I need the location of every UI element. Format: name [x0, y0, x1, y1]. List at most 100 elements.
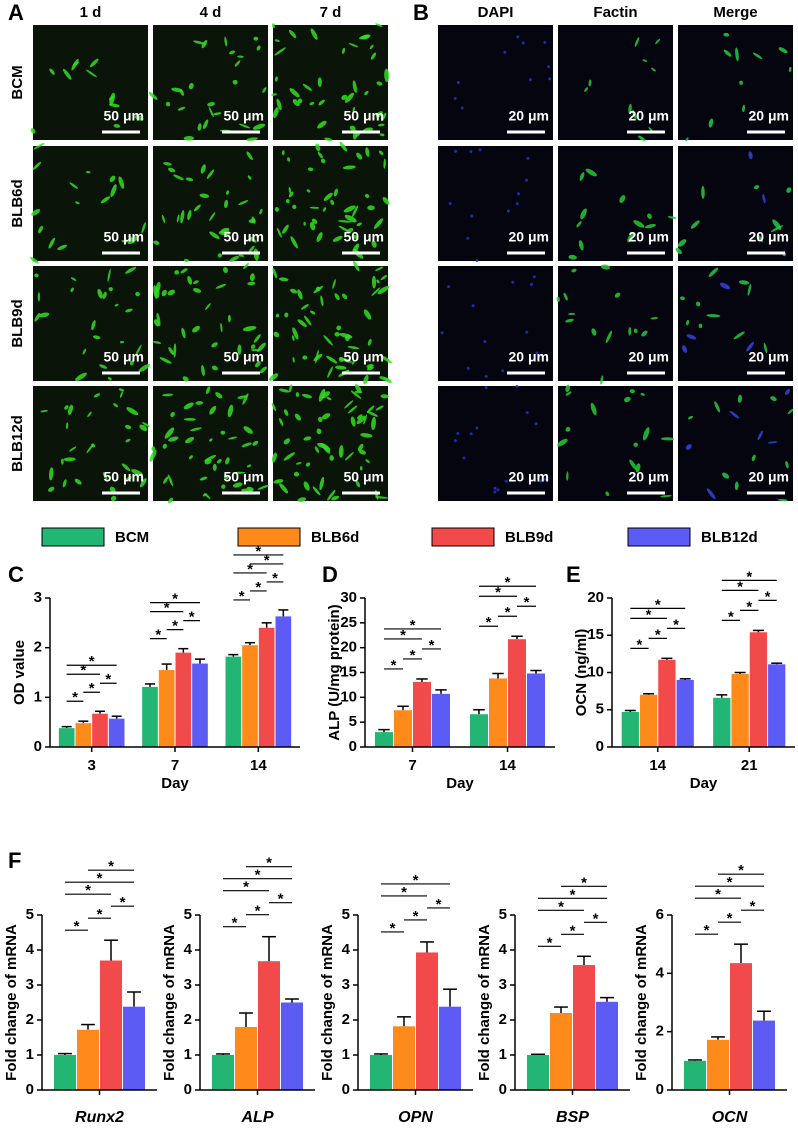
bar [768, 664, 786, 747]
cell [279, 483, 289, 494]
legend-label: BLB9d [505, 529, 553, 546]
cell [271, 452, 277, 463]
cell [478, 148, 482, 152]
cell [614, 292, 621, 298]
cell [318, 416, 323, 423]
significance-star: * [737, 578, 743, 595]
cell [729, 410, 740, 419]
cell [285, 198, 290, 204]
cell [440, 331, 444, 335]
cell [114, 303, 119, 307]
significance-star: * [581, 874, 587, 891]
scale-bar-label: 20 μm [629, 108, 669, 124]
bar [281, 1002, 303, 1090]
cell [278, 277, 289, 282]
significance-star: * [272, 570, 278, 587]
y-tick-label: 0 [499, 1081, 507, 1098]
cell [155, 286, 160, 299]
bar [192, 663, 208, 747]
bar [573, 965, 595, 1090]
cell [471, 304, 475, 308]
cell [57, 244, 68, 251]
significance-star: * [593, 910, 599, 927]
cell [377, 123, 385, 127]
cell [350, 390, 362, 399]
cell [185, 177, 194, 182]
cell [690, 220, 700, 229]
bar [100, 960, 122, 1090]
cell [224, 36, 228, 47]
micrograph: 50 μm [148, 25, 268, 141]
cell [229, 50, 236, 55]
scale-bar-label: 20 μm [749, 349, 789, 365]
y-axis-label: Fold change of mRNA [476, 924, 493, 1081]
significance-star: * [164, 600, 170, 617]
cell [317, 151, 323, 159]
cell [708, 118, 714, 128]
scale-bar-label: 50 μm [344, 349, 384, 365]
significance-star: * [728, 608, 734, 625]
image-background [558, 266, 673, 381]
cell [229, 255, 240, 262]
image-background [438, 266, 553, 381]
y-axis-label: Fold change of mRNA [319, 924, 336, 1081]
cell [329, 455, 334, 461]
y-tick-label: 3 [499, 976, 507, 993]
cell [708, 267, 719, 277]
cell [221, 484, 226, 489]
micrograph: 20 μm [675, 146, 793, 261]
gene-label: BSP [556, 1109, 589, 1126]
significance-star: * [264, 552, 270, 569]
cell [641, 330, 648, 337]
cell [254, 361, 261, 368]
cell [356, 415, 366, 425]
cell [667, 216, 677, 219]
cell [253, 36, 259, 41]
cell [746, 342, 754, 352]
bar-chart: 0 2 4 6 OCN * * * * * * Fold change of mRNA [633, 862, 787, 1126]
cell [102, 472, 108, 482]
panel-label: D [322, 562, 338, 587]
scale-bar-label: 50 μm [104, 229, 144, 245]
cell [318, 99, 325, 106]
image-background [678, 146, 793, 261]
row-label: BLB9d [9, 299, 26, 347]
scale-bar-label: 20 μm [629, 229, 669, 245]
cell [376, 81, 383, 86]
cell [686, 334, 697, 340]
x-tick-label: 7 [171, 757, 179, 774]
cell [262, 87, 267, 93]
cell [237, 395, 248, 399]
scale-bar-label: 50 μm [344, 108, 384, 124]
y-tick-label: 10 [340, 688, 357, 705]
cell [762, 194, 766, 204]
significance-star: * [400, 627, 406, 644]
cell [660, 494, 672, 498]
y-axis-label: Fold change of mRNA [633, 924, 650, 1081]
significance-star: * [655, 596, 661, 613]
cell [310, 28, 318, 40]
cell [588, 79, 592, 87]
cell [246, 464, 252, 468]
significance-star: * [746, 568, 752, 585]
cell [248, 218, 256, 224]
y-tick-label: 25 [340, 614, 357, 631]
cell [456, 81, 460, 85]
cell [532, 275, 536, 279]
image-background [678, 386, 793, 501]
cell [318, 388, 326, 402]
bar [749, 632, 768, 747]
significance-star: * [410, 647, 416, 664]
cell [118, 176, 125, 189]
x-axis-label: Day [690, 775, 718, 792]
micrograph: 50 μm [152, 262, 268, 382]
cell [326, 355, 338, 364]
legend-label: BCM [115, 529, 149, 546]
cell [772, 219, 782, 230]
cell [600, 375, 604, 385]
cell [605, 491, 610, 497]
cell [483, 340, 487, 344]
significance-star: * [232, 915, 238, 932]
bar [235, 1027, 257, 1090]
cell [108, 287, 113, 292]
